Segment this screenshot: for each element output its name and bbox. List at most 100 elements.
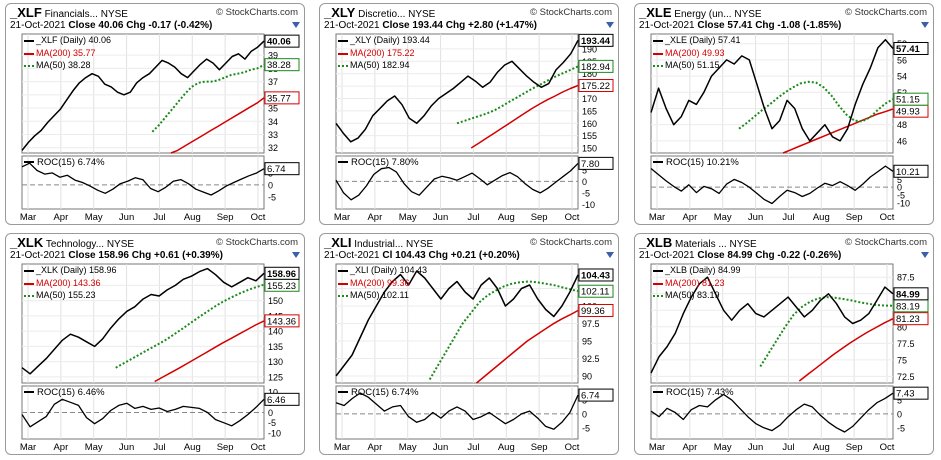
close-value-label-box xyxy=(578,33,614,47)
security-name: Materials ... xyxy=(675,239,727,250)
quote-date: 21-Oct-2021 xyxy=(324,250,380,261)
legend-ma200: MA(200) 35.77 xyxy=(24,48,96,58)
ma200-value-label: 175.22 xyxy=(581,81,610,92)
legend-price: _XLK (Daily) 158.96 xyxy=(24,265,117,275)
roc-plot-frame xyxy=(335,385,579,440)
roc-plot-frame xyxy=(650,155,894,210)
month-tick-label: Jun xyxy=(433,442,448,453)
roc-value-label: 7.80 xyxy=(581,159,600,170)
legend-price: _XLI (Daily) 104.43 xyxy=(338,265,427,275)
ma50-value-label-box xyxy=(578,284,614,298)
legend-ma200-text: MA(200) 81.23 xyxy=(665,278,725,288)
legend-swatch-ma200 xyxy=(338,52,348,55)
stockcharts-watermark: © StockCharts.com xyxy=(845,7,927,18)
month-tick-label: May xyxy=(85,212,103,223)
legend-ma200: MA(200) 143.36 xyxy=(24,278,101,288)
legend-roc: ROC(15) 7.80% xyxy=(338,157,419,168)
month-tick-label: Mar xyxy=(649,212,665,223)
month-tick-label: Oct xyxy=(565,212,580,223)
price-plot-frame xyxy=(650,263,894,384)
exchange: NYSE xyxy=(405,239,434,250)
roc-tick-label: -10 xyxy=(582,200,595,210)
price-tick-label: 34 xyxy=(268,117,278,127)
month-tick-label: Apr xyxy=(682,212,697,223)
month-tick-label: Apr xyxy=(367,442,382,453)
price-tick-label: 92.5 xyxy=(582,354,600,364)
change-label: Chg +2.80 (+1.47%) xyxy=(445,20,537,31)
price-tick-label: 130 xyxy=(268,357,283,367)
dropdown-triangle-icon[interactable] xyxy=(921,22,929,28)
security-name: Industrial... xyxy=(354,239,404,250)
legend-swatch-price xyxy=(24,39,34,42)
price-line xyxy=(335,270,579,377)
ma200-line xyxy=(154,320,265,383)
roc-tick-label: 0 xyxy=(582,409,587,419)
roc-tick-label: 0 xyxy=(582,177,587,187)
ma200-value-label-box xyxy=(893,312,929,326)
ma200-value-label: 143.36 xyxy=(267,316,296,327)
legend-roc: ROC(15) 7.43% xyxy=(653,387,734,398)
price-tick-label: 90 xyxy=(582,372,592,382)
ma200-line xyxy=(782,108,894,154)
exchange: NYSE xyxy=(734,9,762,20)
ma200-line xyxy=(798,318,894,382)
roc-value-label: 6.74 xyxy=(267,164,286,175)
quote-line: 21-Oct-2021 Close 57.41 Chg -1.08 (-1.85… xyxy=(639,20,841,31)
month-tick-label: Oct xyxy=(251,212,266,223)
chart-header: _XLE Energy (un... NYSE xyxy=(639,5,762,20)
legend-roc: ROC(15) 6.46% xyxy=(24,387,105,398)
ma200-value-label: 35.77 xyxy=(267,93,291,104)
month-tick-label: Jul xyxy=(467,442,479,453)
legend-price: _XLF (Daily) 40.06 xyxy=(24,35,111,45)
legend-roc-text: ROC(15) 7.80% xyxy=(351,157,419,168)
watermark-text: StockCharts.com xyxy=(225,237,298,248)
watermark-text: StockCharts.com xyxy=(225,7,298,18)
chart-svg: MarAprMayJunJulAugSepOct1251301351401451… xyxy=(20,263,300,453)
roc-value-label-box xyxy=(264,392,300,406)
copyright-icon: © xyxy=(216,7,226,18)
legend-swatch-ma200 xyxy=(338,282,348,285)
month-tick-label: Jun xyxy=(119,212,134,223)
dropdown-triangle-icon[interactable] xyxy=(606,22,614,28)
price-tick-label: 37 xyxy=(268,77,278,87)
price-tick-label: 135 xyxy=(268,342,283,352)
stockcharts-watermark: © StockCharts.com xyxy=(530,237,612,248)
legend-roc-text: ROC(15) 6.74% xyxy=(351,387,419,398)
legend-swatch-roc xyxy=(653,161,663,164)
legend-price-text: _XLE (Daily) 57.41 xyxy=(665,35,741,45)
close-label: Close 40.06 xyxy=(68,20,124,31)
dropdown-triangle-icon[interactable] xyxy=(292,22,300,28)
dropdown-triangle-icon[interactable] xyxy=(292,252,300,258)
copyright-icon: © xyxy=(845,237,855,248)
legend-price: _XLB (Daily) 84.99 xyxy=(653,265,741,275)
dropdown-triangle-icon[interactable] xyxy=(606,252,614,258)
legend-ma50: MA(50) 102.11 xyxy=(338,290,409,300)
month-tick-label: Oct xyxy=(880,442,895,453)
legend-swatch-ma50 xyxy=(24,294,34,297)
watermark-text: StockCharts.com xyxy=(539,7,612,18)
price-tick-label: 35 xyxy=(268,104,278,114)
roc-line xyxy=(21,162,265,196)
symbol: _XLE xyxy=(639,5,672,20)
legend-ma200-text: MA(200) 35.77 xyxy=(36,48,96,58)
ma50-value-label: 155.23 xyxy=(267,281,296,292)
close-value-label: 57.41 xyxy=(896,44,920,55)
ma50-line xyxy=(456,65,579,125)
legend-swatch-price xyxy=(338,39,348,42)
month-tick-label: Mar xyxy=(20,212,36,223)
month-tick-label: Mar xyxy=(20,442,36,453)
dropdown-triangle-icon[interactable] xyxy=(921,252,929,258)
month-tick-label: Jun xyxy=(119,442,134,453)
chart-header: _XLB Materials ... NYSE xyxy=(639,235,757,250)
month-tick-label: Oct xyxy=(565,442,580,453)
legend-swatch-ma50 xyxy=(653,294,663,297)
month-tick-label: May xyxy=(714,442,732,453)
legend-price: _XLE (Daily) 57.41 xyxy=(653,35,741,45)
legend-price-text: _XLB (Daily) 84.99 xyxy=(665,265,741,275)
legend-ma50: MA(50) 155.23 xyxy=(24,290,96,300)
month-tick-label: Aug xyxy=(184,442,201,453)
legend-swatch-roc xyxy=(338,161,348,164)
chart-svg: MarAprMayJunJulAugSepOct3233343536373839… xyxy=(20,33,300,223)
legend-roc: ROC(15) 6.74% xyxy=(24,157,105,168)
close-value-label-box xyxy=(893,41,929,55)
